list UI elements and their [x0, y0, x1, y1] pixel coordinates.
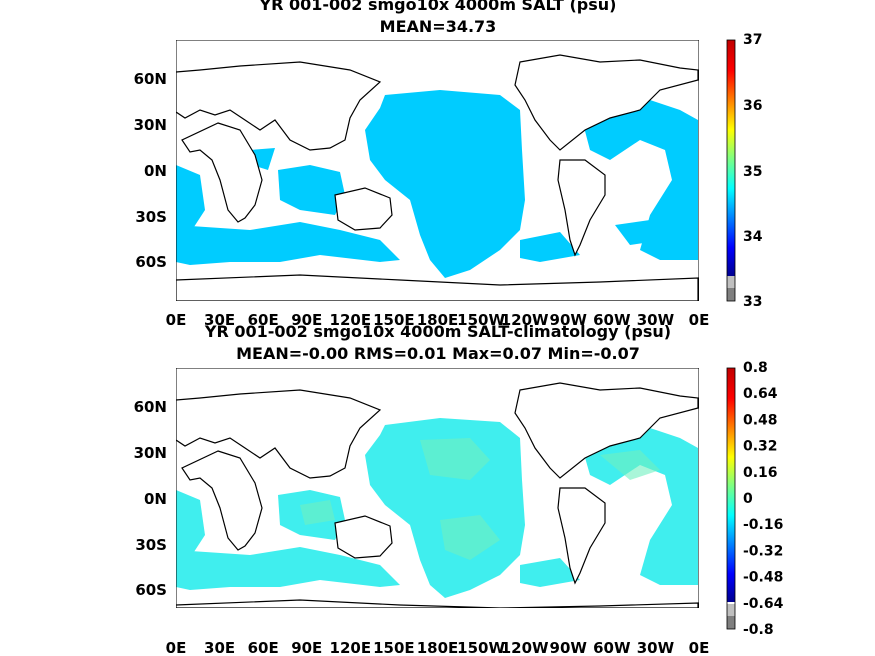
panel-1-xtick: 90W — [550, 311, 588, 329]
panel-2-xtick: 90W — [550, 639, 588, 656]
panel-2-title-line1: YR 001-002 smgo10x 4000m SALT-climatolog… — [204, 322, 671, 341]
panel-1-ytick: 60S — [135, 253, 167, 271]
panel-1-field — [176, 90, 698, 278]
panel-1: YR 001-002 smgo10x 4000m SALT (psu) MEAN… — [134, 0, 763, 329]
panel-1-title-line2: MEAN=34.73 — [380, 17, 497, 36]
panel-2-title-line2: MEAN=-0.00 RMS=0.01 Max=0.07 Min=-0.07 — [236, 344, 640, 363]
panel-2-ytick: 60S — [135, 581, 167, 599]
panel-2-xtick: 180E — [417, 639, 459, 656]
panel-2-cbtick: 0.32 — [743, 439, 778, 455]
panel-1-ytick: 30N — [134, 116, 167, 134]
panel-1-ytick: 30S — [135, 208, 167, 226]
panel-2-cbtick: 0.48 — [743, 412, 778, 428]
panel-2-xtick: 120E — [330, 639, 372, 656]
panel-2-cbtick: 0 — [743, 491, 753, 507]
panel-1-xtick: 0E — [166, 311, 187, 329]
panel-1-xtick: 60E — [248, 311, 279, 329]
panel-2-xtick: 120W — [501, 639, 549, 656]
panel-2-cbtick: 0.16 — [743, 465, 778, 481]
panel-2-continents — [176, 382, 699, 608]
panel-1-continents — [176, 54, 699, 301]
panel-2-cbtick: 0.8 — [743, 360, 768, 376]
panel-2-xtick: 0E — [166, 639, 187, 656]
panel-2-ytick: 0N — [144, 490, 167, 508]
panel-2-xtick: 30W — [637, 639, 675, 656]
panel-2-field-variation — [300, 438, 660, 560]
panel-2-cbticks: 0.8 0.64 0.48 0.32 0.16 0 -0.16 -0.32 -0.48 -0.64… — [743, 360, 784, 638]
panel-1-map — [176, 40, 699, 301]
panel-2-xtick: 30E — [204, 639, 235, 656]
panel-2-cbtick: -0.8 — [743, 622, 774, 638]
panel-1-xtick: 0E — [689, 311, 710, 329]
panel-1-yticks: 60N 30N 0N 30S 60S — [134, 70, 167, 271]
panel-1-xtick: 30W — [637, 311, 675, 329]
panel-1-xtick: 150W — [457, 311, 505, 329]
panel-1-cbtick: 35 — [743, 164, 762, 180]
panel-2-cbtick: -0.16 — [743, 517, 783, 533]
panel-2-cbtick: -0.64 — [743, 596, 784, 612]
panel-1-xtick: 60W — [593, 311, 631, 329]
panel-2-map — [176, 368, 699, 608]
panel-2: YR 001-002 smgo10x 4000m SALT-climatolog… — [134, 322, 784, 656]
panel-2-ytick: 30N — [134, 444, 167, 462]
panel-2-cbtick: 0.64 — [743, 386, 778, 402]
panel-2-cbtick: -0.48 — [743, 570, 783, 586]
panel-2-xtick: 150E — [373, 639, 415, 656]
panel-1-cbtick: 36 — [743, 98, 762, 114]
panel-2-colorbar: 0.8 0.64 0.48 0.32 0.16 0 -0.16 -0.32 -0.48 -0.64… — [726, 360, 784, 638]
panel-2-yticks: 60N 30N 0N 30S 60S — [134, 398, 167, 599]
panel-2-xtick: 60E — [248, 639, 279, 656]
panel-1-xtick: 120W — [501, 311, 549, 329]
panel-2-ytick: 60N — [134, 398, 167, 416]
panel-1-colorbar: 37 36 35 34 33 — [726, 32, 763, 310]
panel-1-xtick: 90E — [291, 311, 322, 329]
panel-2-xtick: 0E — [689, 639, 710, 656]
panel-1-title-line1: YR 001-002 smgo10x 4000m SALT (psu) — [259, 0, 617, 14]
panel-2-ytick: 30S — [135, 536, 167, 554]
panel-1-ytick: 0N — [144, 162, 167, 180]
panel-1-ytick: 60N — [134, 70, 167, 88]
panel-1-xtick: 30E — [204, 311, 235, 329]
panel-2-xtick: 150W — [457, 639, 505, 656]
panel-1-cbtick: 34 — [743, 229, 763, 245]
panel-1-xtick: 150E — [373, 311, 415, 329]
panel-2-xtick: 90E — [291, 639, 322, 656]
panel-2-xtick: 60W — [593, 639, 631, 656]
panel-1-xtick: 180E — [417, 311, 459, 329]
panel-2-cbtick: -0.32 — [743, 543, 783, 559]
panel-1-cbtick: 37 — [743, 32, 762, 48]
panel-1-cbtick: 33 — [743, 294, 762, 310]
panel-1-xtick: 120E — [330, 311, 372, 329]
